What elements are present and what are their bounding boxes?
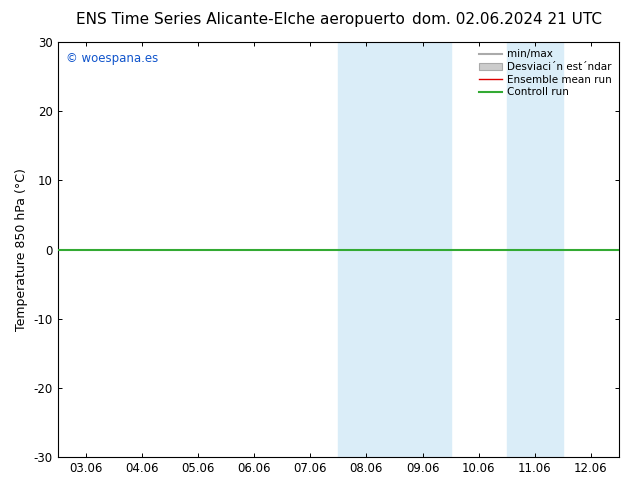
Y-axis label: Temperature 850 hPa (°C): Temperature 850 hPa (°C) [15, 168, 28, 331]
Bar [394, 42, 451, 457]
Text: ENS Time Series Alicante-Elche aeropuerto: ENS Time Series Alicante-Elche aeropuert… [77, 12, 405, 27]
Bar [339, 42, 394, 457]
Text: © woespana.es: © woespana.es [66, 52, 158, 66]
Bar [507, 42, 563, 457]
Text: dom. 02.06.2024 21 UTC: dom. 02.06.2024 21 UTC [412, 12, 602, 27]
Legend: min/max, Desviaci´n est´ndar, Ensemble mean run, Controll run: min/max, Desviaci´n est´ndar, Ensemble m… [477, 47, 614, 99]
